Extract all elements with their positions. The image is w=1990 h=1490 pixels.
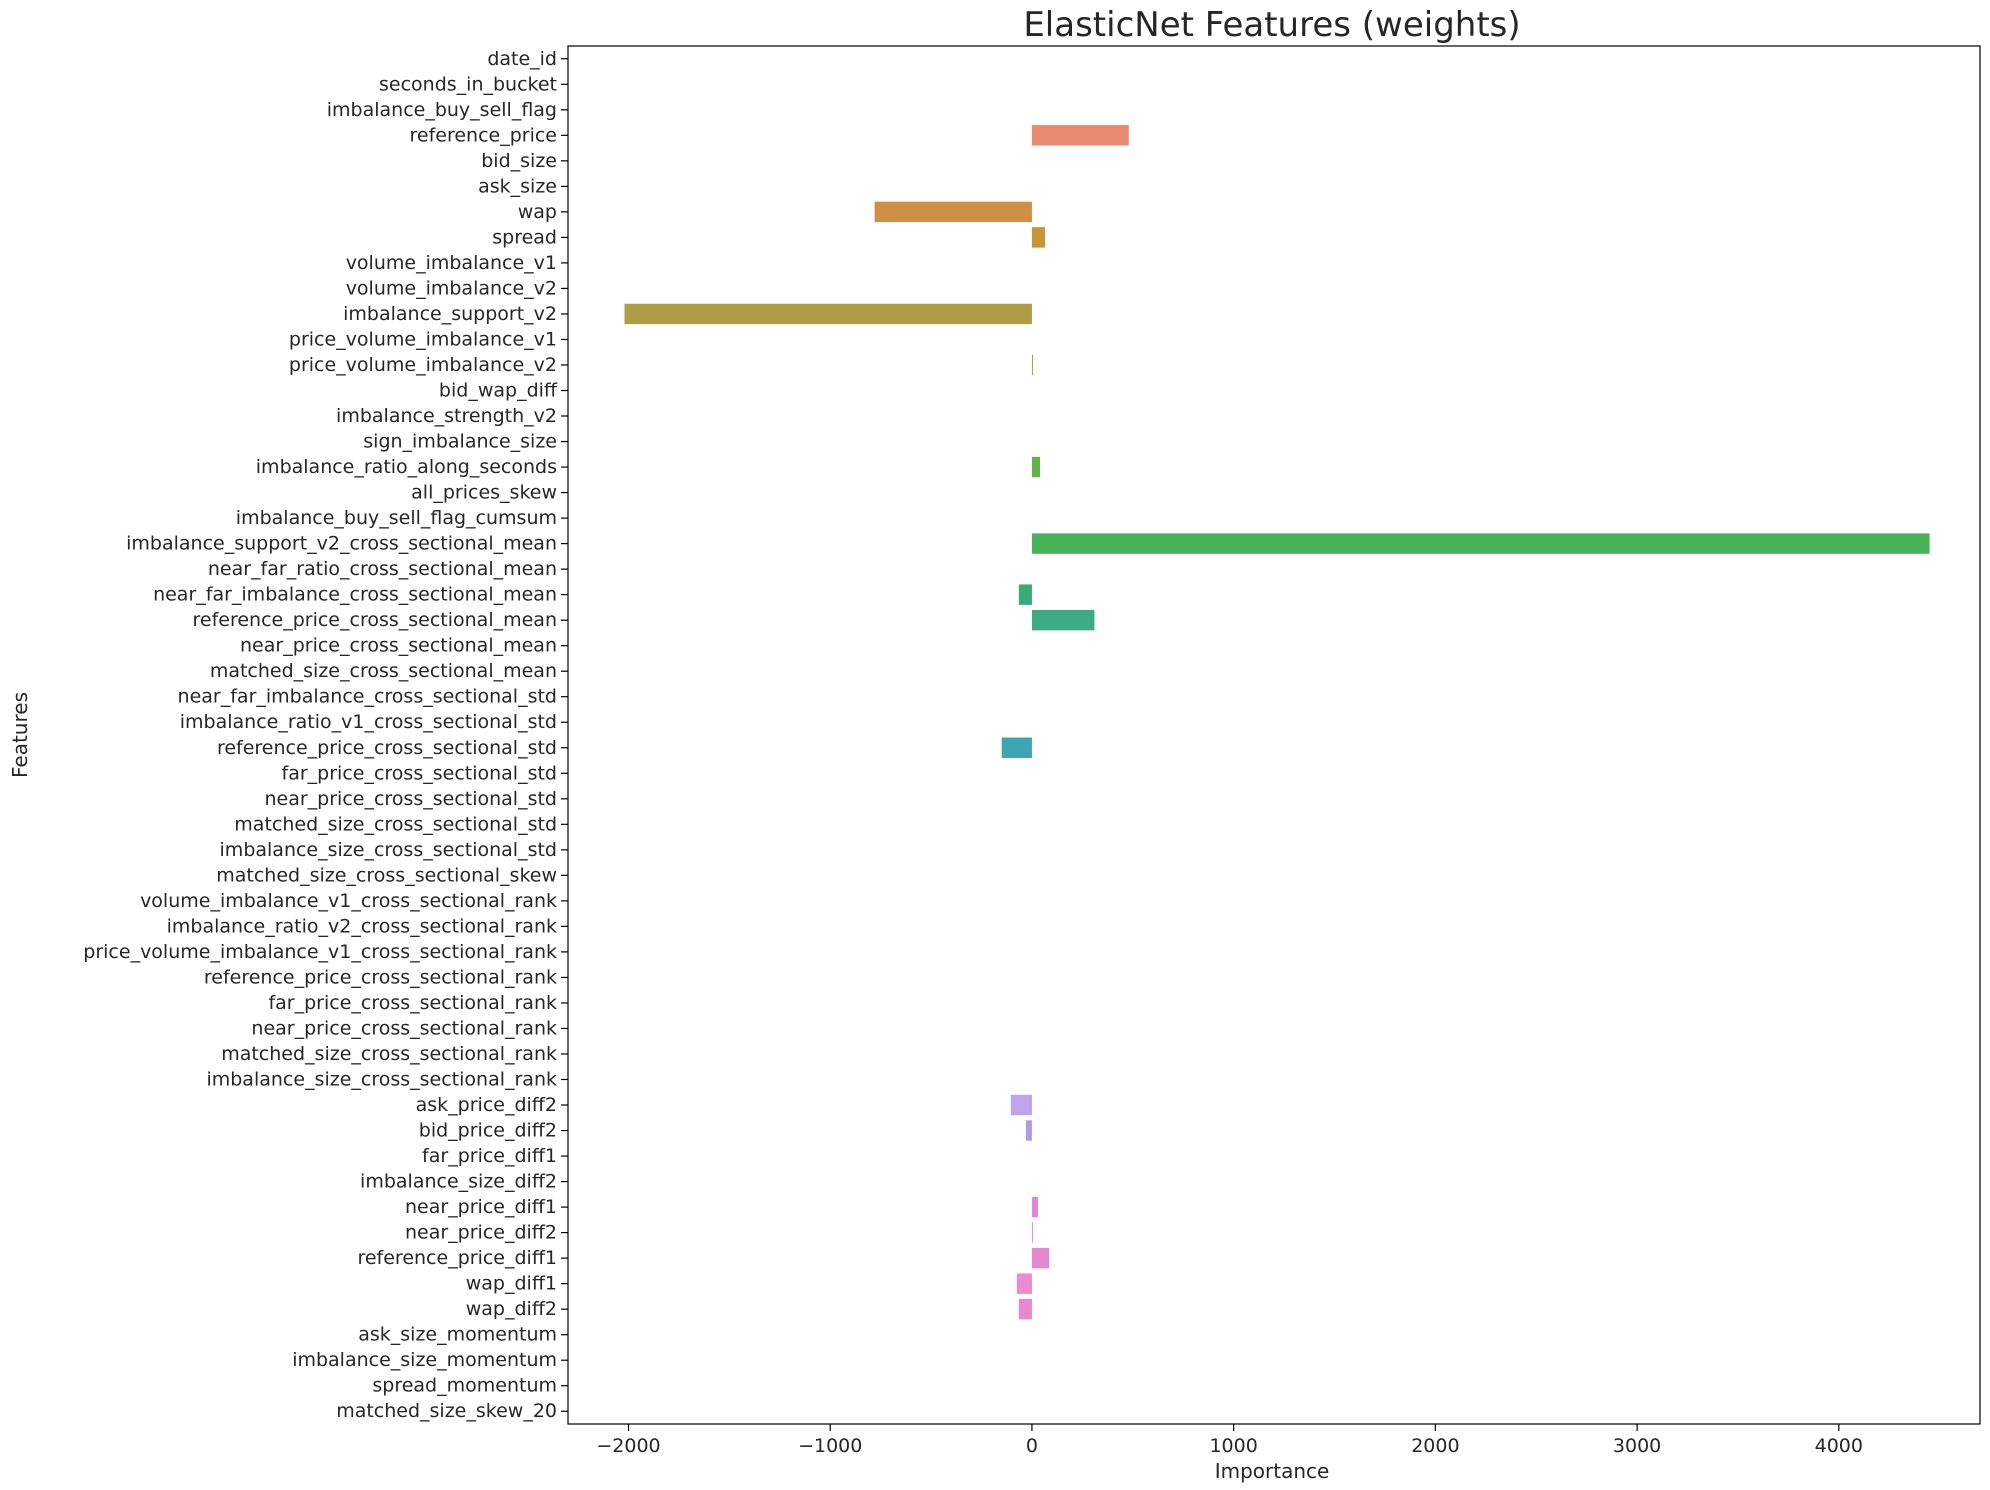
bar-wap [874,201,1032,223]
bar-wap-diff1 [1016,1273,1032,1294]
y-tick-label: imbalance_ratio_along_seconds [256,456,557,478]
bar-bid-price-diff2 [1025,1120,1032,1141]
y-tick-label: sign_imbalance_size [363,431,557,453]
x-axis: −2000 −1000 0 1000 2000 3000 4000 [596,1424,1863,1457]
y-tick-label: ask_size [478,175,557,197]
bar-reference-price-diff1 [1031,1247,1050,1269]
x-tick-label: 3000 [1613,1435,1661,1457]
bar-imbalance-support-v2 [624,303,1032,325]
y-tick-label: bid_price_diff2 [419,1120,557,1142]
y-tick-label: imbalance_size_cross_sectional_std [220,839,557,861]
y-tick-label: imbalance_size_cross_sectional_rank [206,1069,557,1091]
y-tick-label: reference_price [409,124,557,146]
x-tick-label: 0 [1026,1435,1038,1457]
x-tick-label: −1000 [798,1435,862,1457]
bar-wap-diff2 [1018,1298,1032,1320]
y-tick-label: near_price_diff1 [405,1196,557,1218]
y-axis: date_id seconds_in_bucket imbalance_buy_se… [83,48,568,1422]
y-tick-label: imbalance_buy_sell_flag [327,99,557,121]
bars-group [624,125,1930,1320]
x-axis-label: Importance [1215,1459,1330,1483]
y-tick-label: imbalance_support_v2 [343,303,557,325]
y-tick-label: spread_momentum [372,1375,557,1397]
y-tick-label: volume_imbalance_v1 [346,252,557,274]
y-tick-label: matched_size_skew_20 [336,1400,557,1422]
y-tick-label: far_price_cross_sectional_std [282,762,557,784]
y-tick-label: wap_diff1 [466,1273,557,1295]
y-tick-label: imbalance_strength_v2 [336,405,557,427]
bar-near-price-diff1 [1031,1196,1038,1218]
y-tick-label: wap [518,201,557,223]
y-axis-label: Features [8,692,32,778]
x-tick-label: 2000 [1411,1435,1459,1457]
y-tick-label: reference_price_cross_sectional_mean [192,609,557,631]
bar-ask-price-diff2 [1010,1094,1032,1116]
y-tick-label: bid_wap_diff [439,380,558,402]
y-tick-label: far_price_cross_sectional_rank [268,992,557,1014]
bar-price-volume-imbalance-v2 [1031,354,1033,376]
bar-reference-price [1031,125,1129,146]
y-tick-label: reference_price_cross_sectional_rank [204,966,557,988]
y-tick-label: ask_price_diff2 [416,1094,557,1116]
y-tick-label: reference_price_diff1 [357,1247,557,1269]
y-tick-label: reference_price_cross_sectional_std [217,737,557,759]
bar-imbalance-support-v2-cross-sectional-mean [1031,533,1930,554]
y-tick-label: price_volume_imbalance_v1_cross_sectiona… [83,941,557,963]
bar-spread [1031,227,1046,248]
y-tick-label: ask_size_momentum [358,1324,557,1346]
y-tick-label: near_price_diff2 [405,1222,557,1244]
y-tick-label: matched_size_cross_sectional_skew [216,864,557,886]
y-tick-label: matched_size_cross_sectional_rank [221,1043,557,1065]
y-tick-label: price_volume_imbalance_v1 [289,328,557,350]
bar-reference-price-cross-sectional-std [1001,737,1032,758]
y-tick-label: wap_diff2 [466,1298,557,1320]
y-tick-label: near_far_ratio_cross_sectional_mean [208,558,557,580]
x-tick-label: 1000 [1209,1435,1257,1457]
y-tick-label: near_price_cross_sectional_std [265,788,558,810]
y-tick-label: imbalance_ratio_v1_cross_sectional_std [180,711,557,733]
x-tick-label: 4000 [1815,1435,1863,1457]
y-tick-label: volume_imbalance_v2 [346,277,557,299]
bar-imbalance-ratio-along-seconds [1031,456,1041,478]
y-tick-label: price_volume_imbalance_v2 [289,354,557,376]
y-tick-label: near_price_cross_sectional_rank [251,1017,557,1039]
y-tick-label: date_id [487,48,557,70]
y-tick-label: near_price_cross_sectional_mean [240,635,557,657]
bar-reference-price-cross-sectional-mean [1031,609,1095,631]
chart-title: ElasticNet Features (weights) [1023,5,1520,45]
y-tick-label: near_far_imbalance_cross_sectional_std [178,686,557,708]
y-tick-label: far_price_diff1 [422,1145,557,1167]
y-tick-label: all_prices_skew [411,482,557,504]
plot-frame [567,45,1981,1425]
y-tick-label: imbalance_size_diff2 [360,1171,557,1193]
y-tick-label: imbalance_buy_sell_flag_cumsum [236,507,557,529]
y-tick-label: imbalance_ratio_v2_cross_sectional_rank [167,915,557,937]
y-tick-label: matched_size_cross_sectional_mean [210,660,557,682]
y-tick-label: spread [492,226,557,248]
y-tick-label: seconds_in_bucket [379,73,557,95]
y-tick-label: matched_size_cross_sectional_std [234,813,557,835]
y-tick-label: volume_imbalance_v1_cross_sectional_rank [140,890,557,912]
bar-near-far-imbalance-cross-sectional-mean [1018,584,1032,605]
y-tick-label: near_far_imbalance_cross_sectional_mean [153,584,557,606]
y-tick-label: imbalance_support_v2_cross_sectional_mea… [126,533,557,555]
y-tick-label: bid_size [481,150,557,172]
x-tick-label: −2000 [596,1435,660,1457]
bar-near-price-diff2 [1031,1222,1033,1243]
y-tick-label: imbalance_size_momentum [292,1349,557,1371]
